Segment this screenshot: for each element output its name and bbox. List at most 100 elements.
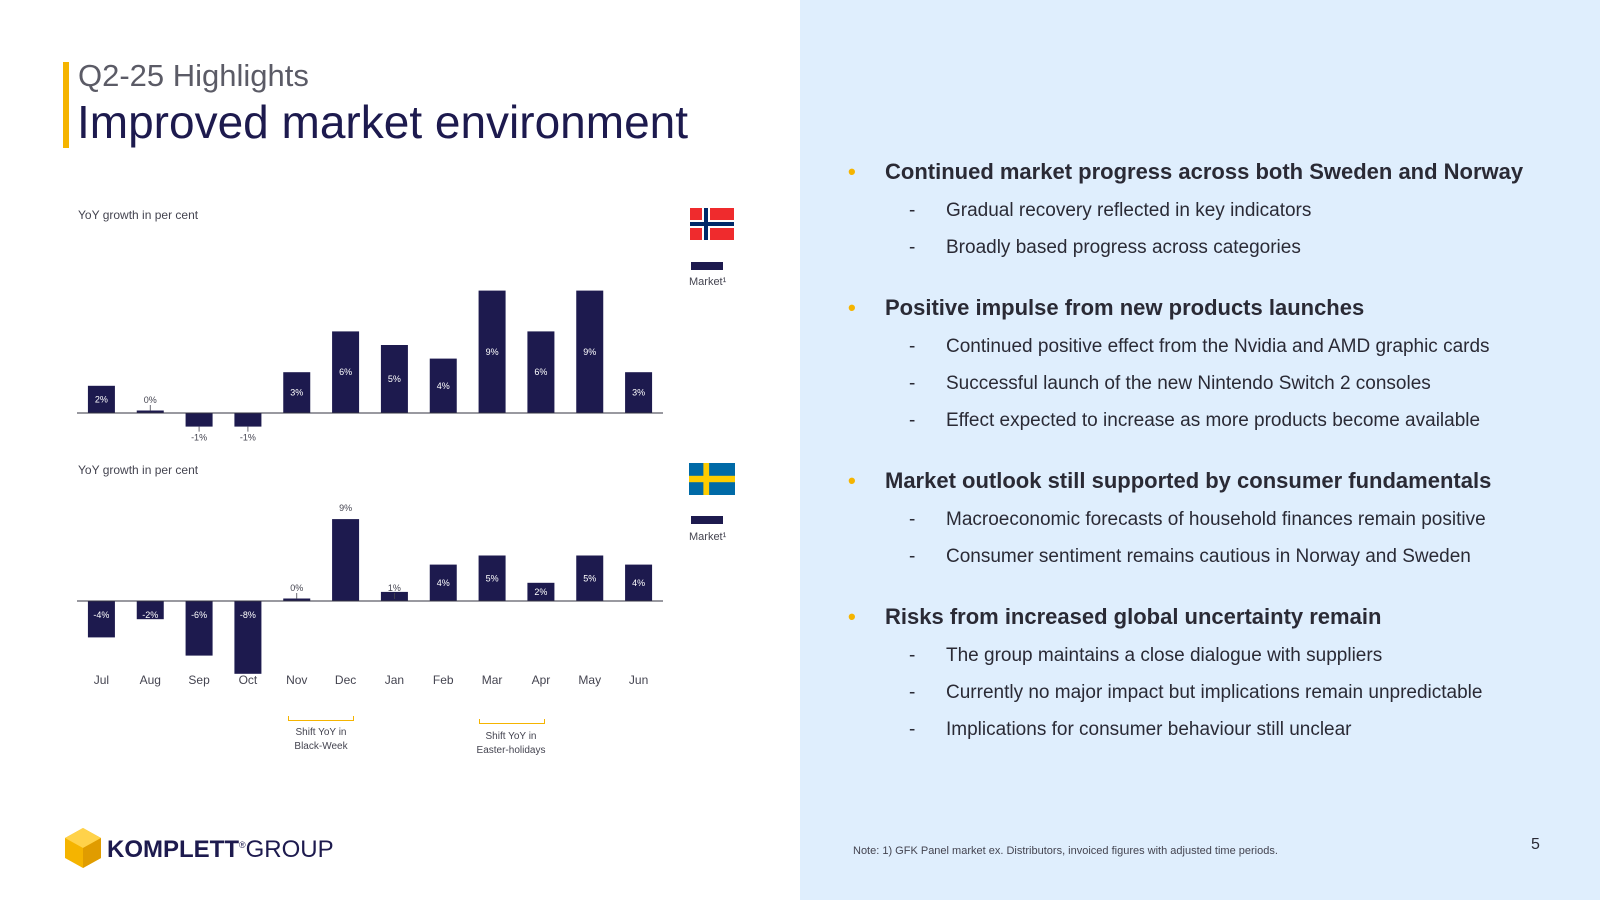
highlights-list: • Continued market progress across both S… [848,152,1568,770]
bullet-heading: • Positive impulse from new products laun… [848,288,1568,328]
bullet-dot-icon: • [848,295,856,320]
footnote: Note: 1) GFK Panel market ex. Distributo… [853,845,1278,857]
norway-chart-caption: YoY growth in per cent [78,208,199,222]
bullet-heading-text: Continued market progress across both Sw… [885,159,1524,184]
sub-bullet: - Broadly based progress across categorie… [848,229,1568,266]
bullet-heading-text: Risks from increased global uncertainty … [885,604,1382,629]
x-tick-label: Sep [188,673,210,687]
chart-bar [332,331,360,413]
data-label: 4% [437,381,450,391]
annotation-line: Easter-holidays [476,745,546,756]
sub-bullet-text: Implications for consumer behaviour stil… [946,719,1352,740]
data-label: 5% [583,573,596,583]
x-tick-label: Jul [94,673,109,687]
easter-annotation: Shift YoY in Easter-holidays [460,730,562,758]
data-label: 5% [388,374,401,384]
sub-bullet: - Currently no major impact but implicati… [848,674,1568,711]
annotation-line: Shift YoY in [295,727,347,738]
sweden-legend-swatch [691,516,723,524]
data-label: 3% [290,388,303,398]
sub-bullet-text: Broadly based progress across categories [946,237,1301,258]
sub-bullet-text: The group maintains a close dialogue wit… [946,645,1383,666]
bullet-dot-icon: • [848,159,856,184]
x-tick-label: Nov [286,673,307,687]
sub-bullet-text: Gradual recovery reflected in key indica… [946,200,1312,221]
sub-bullet: - Gradual recovery reflected in key indic… [848,192,1568,229]
chart-bar [478,555,506,601]
data-label: 9% [583,347,596,357]
sub-bullet: - Consumer sentiment remains cautious in … [848,538,1568,575]
sub-bullet-text: Effect expected to increase as more prod… [946,410,1481,431]
chart-bar [478,290,506,413]
chart-bar [234,413,262,427]
x-tick-label: May [578,673,601,687]
sub-bullet: - Continued positive effect from the Nvid… [848,328,1568,365]
sweden-chart-caption: YoY growth in per cent [78,463,199,477]
data-label: -1% [191,433,207,443]
data-label: -1% [240,433,256,443]
x-tick-label: Jun [629,673,648,687]
chart-bar [136,601,164,620]
data-label: 9% [486,347,499,357]
data-label: 4% [632,578,645,588]
chart-bar [283,598,311,601]
data-label: -6% [191,610,207,620]
x-tick-label: Dec [335,673,356,687]
dash-icon: - [909,410,916,431]
chart-bar [380,345,408,413]
chart-bar [185,413,213,427]
dash-icon: - [909,336,916,357]
bullet-group: • Risks from increased global uncertainty… [848,597,1568,748]
right-panel [800,0,1600,900]
chart-bar [429,358,457,413]
x-tick-label: Oct [239,673,258,687]
x-tick-label: Jan [385,673,404,687]
bullet-heading: • Continued market progress across both S… [848,152,1568,192]
sub-bullet: - Implications for consumer behaviour sti… [848,711,1568,748]
x-tick-label: Feb [433,673,454,687]
bullet-heading: • Market outlook still supported by consu… [848,461,1568,501]
sweden-legend-label: Market¹ [689,531,727,543]
bullet-heading: • Risks from increased global uncertainty… [848,597,1568,637]
black-week-bracket [288,716,354,721]
sub-bullet: - Successful launch of the new Nintendo S… [848,365,1568,402]
sub-bullet-text: Successful launch of the new Nintendo Sw… [946,373,1431,394]
easter-bracket [479,719,545,724]
sub-bullet-text: Continued positive effect from the Nvidi… [946,336,1490,357]
data-label: -8% [240,610,256,620]
data-label: 6% [534,367,547,377]
x-tick-label: Mar [482,673,503,687]
chart-bar [332,519,360,601]
logo-wordmark: KOMPLETT®GROUP [107,836,334,864]
x-tick-label: Apr [532,673,551,687]
bullet-dot-icon: • [848,468,856,493]
sub-bullet-text: Consumer sentiment remains cautious in N… [946,546,1471,567]
x-tick-label: Aug [140,673,161,687]
dash-icon: - [909,682,916,703]
data-label: 3% [632,388,645,398]
chart-bar [283,372,311,413]
chart-bar [625,372,653,413]
bullet-heading-text: Market outlook still supported by consum… [885,468,1492,493]
data-label: 2% [534,587,547,597]
chart-bar [136,410,164,413]
dash-icon: - [909,373,916,394]
norway-legend-swatch [691,262,723,270]
chart-bar [527,582,555,601]
chart-bar [87,385,115,413]
dash-icon: - [909,200,916,221]
page-subtitle: Q2-25 Highlights [78,58,309,93]
chart-bar [625,564,653,601]
sub-bullet-text: Macroeconomic forecasts of household fin… [946,509,1486,530]
sub-bullet: - Macroeconomic forecasts of household fi… [848,501,1568,538]
bullet-heading-text: Positive impulse from new products launc… [885,295,1365,320]
data-label: 0% [290,583,303,593]
chart-bar [527,331,555,413]
annotation-line: Black-Week [294,741,348,752]
page-number: 5 [1531,836,1540,853]
norway-legend-label: Market¹ [689,276,727,288]
norway-flag-icon [690,208,734,240]
data-label: 6% [339,367,352,377]
data-label: -4% [93,610,109,620]
page-title: Improved market environment [77,96,689,148]
